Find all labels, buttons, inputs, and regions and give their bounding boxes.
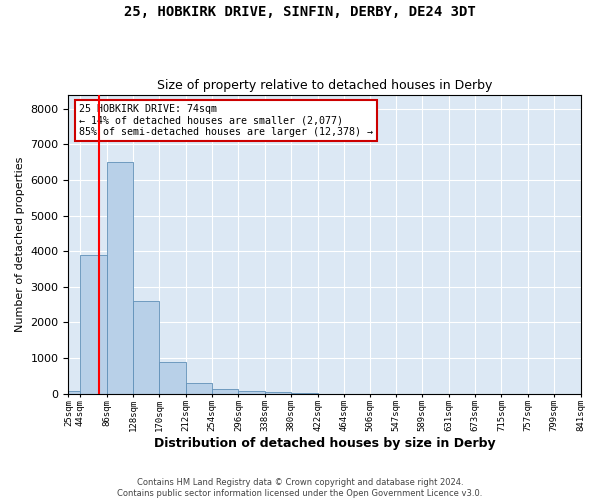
Bar [68,391,80,394]
Text: 25 HOBKIRK DRIVE: 74sqm
← 14% of detached houses are smaller (2,077)
85% of semi: 25 HOBKIRK DRIVE: 74sqm ← 14% of detache… [79,104,373,136]
Bar [133,301,160,394]
Bar [107,162,133,394]
Bar [186,383,212,394]
Bar [238,391,265,394]
Title: Size of property relative to detached houses in Derby: Size of property relative to detached ho… [157,79,492,92]
Y-axis label: Number of detached properties: Number of detached properties [15,156,25,332]
Bar [212,390,238,394]
X-axis label: Distribution of detached houses by size in Derby: Distribution of detached houses by size … [154,437,495,450]
Bar [80,255,107,394]
Text: 25, HOBKIRK DRIVE, SINFIN, DERBY, DE24 3DT: 25, HOBKIRK DRIVE, SINFIN, DERBY, DE24 3… [124,5,476,19]
Text: Contains HM Land Registry data © Crown copyright and database right 2024.
Contai: Contains HM Land Registry data © Crown c… [118,478,482,498]
Bar [265,392,291,394]
Bar [160,362,186,394]
